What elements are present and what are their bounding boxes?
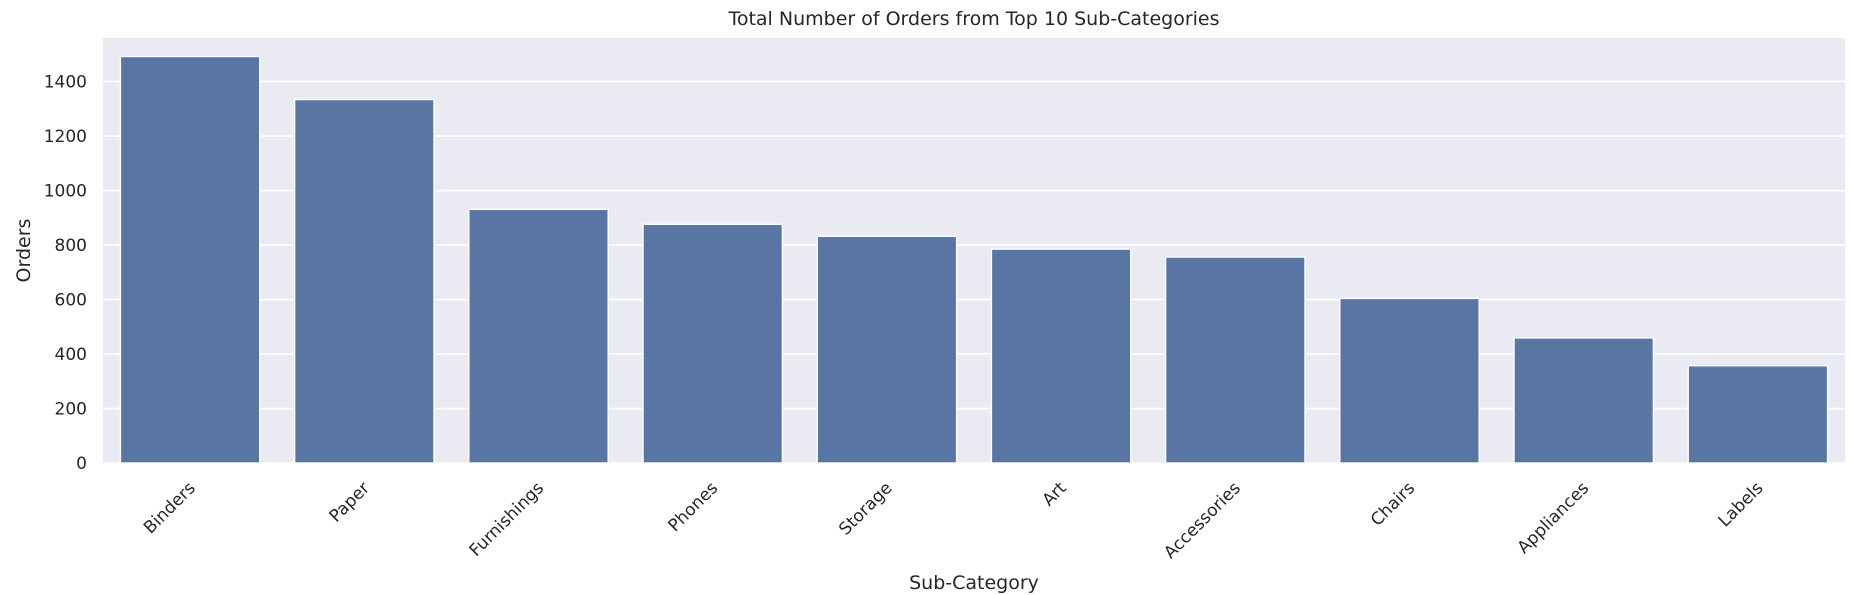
- y-tick-label: 200: [55, 400, 87, 420]
- y-axis-ticks: 0 200 400 600 800 1000 1200 1400: [44, 73, 87, 474]
- bars: [119, 55, 1829, 464]
- y-tick-label: 600: [55, 291, 87, 311]
- bar-appliances: [1513, 337, 1655, 464]
- x-tick-label: Storage: [835, 478, 896, 539]
- x-tick-label: Appliances: [1514, 478, 1594, 558]
- x-axis-ticks: Binders Paper Furnishings Phones Storage Art A…: [140, 478, 1767, 563]
- chart-title: Total Number of Orders from Top 10 Sub-C…: [727, 8, 1219, 30]
- bar-art: [990, 248, 1132, 464]
- bar-storage: [816, 235, 958, 464]
- y-axis-label: Orders: [13, 219, 35, 283]
- x-tick-label: Art: [1039, 478, 1071, 510]
- y-tick-label: 800: [55, 236, 87, 256]
- x-tick-label: Accessories: [1160, 478, 1245, 563]
- x-tick-label: Binders: [140, 478, 200, 538]
- y-tick-label: 1400: [44, 73, 87, 93]
- bar-furnishings: [468, 208, 609, 464]
- bar-binders: [119, 55, 261, 464]
- x-tick-label: Phones: [665, 478, 723, 536]
- y-tick-label: 1200: [44, 127, 87, 147]
- y-tick-label: 1000: [44, 182, 87, 202]
- x-axis-label: Sub-Category: [909, 572, 1039, 594]
- bar-accessories: [1164, 256, 1306, 464]
- bar-labels: [1687, 365, 1829, 464]
- x-tick-label: Paper: [326, 478, 374, 526]
- x-tick-label: Labels: [1715, 478, 1768, 531]
- bar-phones: [642, 223, 784, 464]
- y-tick-label: 0: [76, 454, 87, 474]
- bar-paper: [293, 98, 435, 464]
- x-tick-label: Chairs: [1367, 478, 1419, 530]
- bar-chairs: [1339, 297, 1480, 464]
- x-tick-label: Furnishings: [466, 478, 549, 561]
- y-tick-label: 400: [55, 345, 87, 365]
